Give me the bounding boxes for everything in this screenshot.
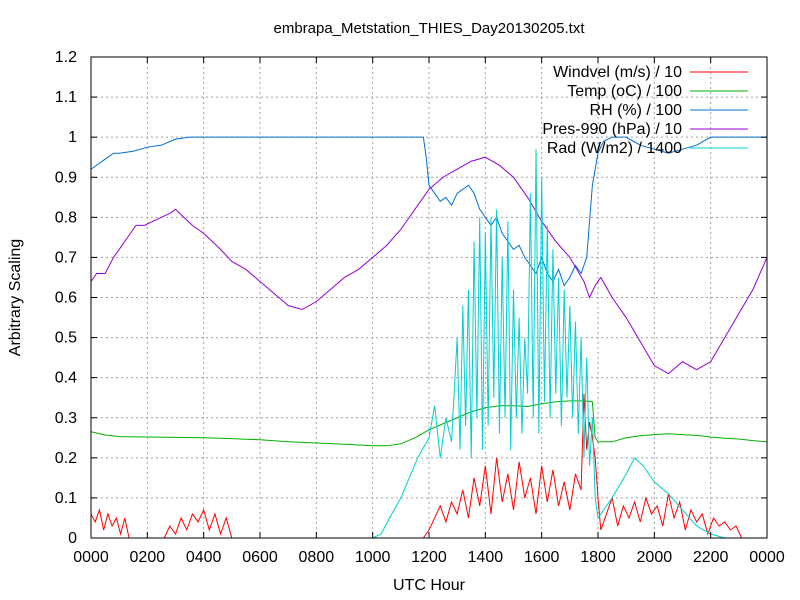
y-tick-label: 0.1: [55, 490, 77, 507]
x-tick-label: 1000: [355, 549, 391, 566]
y-tick-label: 0.2: [55, 450, 77, 467]
temp-series-line: [90, 400, 768, 447]
x-tick-label: 0000: [73, 549, 109, 566]
temp-legend-label: Temp (oC) / 100: [567, 83, 682, 100]
y-tick-label: 0.6: [55, 290, 77, 307]
rad-legend-label: Rad (W/m2) / 1400: [547, 140, 682, 157]
tick-layer: 0000 0200 0400 0600 0800 1000 1200 1400 1600 1800…: [55, 49, 785, 566]
y-tick-label: 0.4: [55, 370, 77, 387]
y-tick-label: 0.5: [55, 330, 77, 347]
y-tick-label: 0.3: [55, 410, 77, 427]
y-tick-label: 1.1: [55, 89, 77, 106]
series-layer: [90, 136, 768, 539]
x-tick-label: 0600: [242, 549, 278, 566]
y-tick-label: 0.7: [55, 249, 77, 266]
rad-series-line: [91, 149, 767, 539]
x-tick-label: 1400: [468, 549, 504, 566]
y-tick-label: 1: [68, 129, 77, 146]
x-tick-label: 2000: [637, 549, 673, 566]
x-tick-label: 0400: [186, 549, 222, 566]
rh-legend-label: RH (%) / 100: [590, 102, 683, 119]
y-tick-label: 0.9: [55, 169, 77, 186]
y-tick-label: 0.8: [55, 209, 77, 226]
pres-legend-label: Pres-990 (hPa) / 10: [542, 121, 682, 138]
x-tick-label: 0200: [130, 549, 166, 566]
x-tick-label: 2200: [693, 549, 729, 566]
y-axis-label: Arbitrary Scaling: [7, 239, 24, 356]
windvel-legend-label: Windvel (m/s) / 10: [553, 64, 682, 81]
pres-series-line: [90, 156, 768, 375]
x-tick-label: 0000: [749, 549, 785, 566]
chart-title: embrapa_Metstation_THIES_Day20130205.txt: [273, 20, 585, 37]
x-tick-label: 0800: [299, 549, 335, 566]
y-tick-label: 1.2: [55, 49, 77, 66]
x-tick-label: 1600: [524, 549, 560, 566]
x-tick-label: 1800: [580, 549, 616, 566]
x-tick-label: 1200: [411, 549, 447, 566]
y-tick-label: 0: [68, 530, 77, 547]
x-axis-label: UTC Hour: [393, 577, 466, 594]
windvel-series-line: [90, 393, 767, 539]
legend: Windvel (m/s) / 10 Temp (oC) / 100 RH (%) …: [542, 64, 748, 157]
